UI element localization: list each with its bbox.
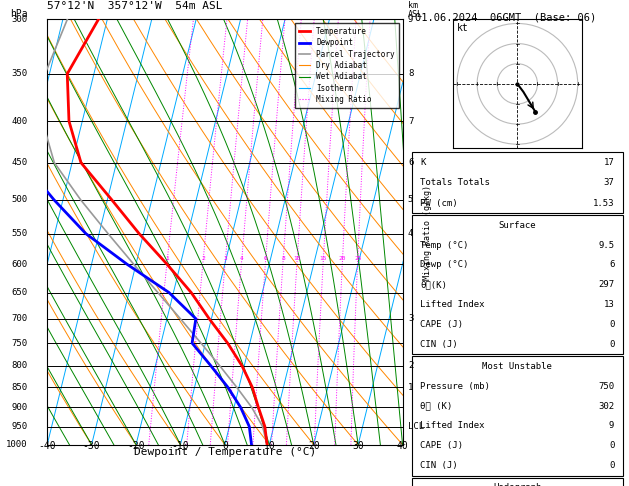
Text: 9.5: 9.5 [598, 241, 615, 250]
Text: 450: 450 [11, 158, 28, 167]
Text: 8: 8 [281, 256, 285, 261]
Text: Temp (°C): Temp (°C) [420, 241, 469, 250]
Text: km
ASL: km ASL [408, 1, 423, 19]
Text: 950: 950 [11, 422, 28, 431]
Text: K: K [420, 158, 426, 167]
Text: -20: -20 [127, 441, 145, 451]
Text: CAPE (J): CAPE (J) [420, 441, 464, 451]
Text: 37: 37 [604, 178, 615, 187]
Text: -10: -10 [172, 441, 189, 451]
Text: 900: 900 [11, 403, 28, 412]
Text: 850: 850 [11, 383, 28, 392]
Text: CIN (J): CIN (J) [420, 340, 458, 349]
Text: 2: 2 [201, 256, 205, 261]
Text: 20: 20 [339, 256, 347, 261]
Text: 800: 800 [11, 362, 28, 370]
Text: 6: 6 [408, 158, 413, 167]
Text: 750: 750 [11, 339, 28, 347]
Text: Lifted Index: Lifted Index [420, 300, 485, 309]
Text: hPa: hPa [10, 9, 28, 19]
Text: 400: 400 [11, 117, 28, 125]
Text: 700: 700 [11, 314, 28, 323]
Text: 9: 9 [609, 421, 615, 431]
Text: 5: 5 [408, 195, 413, 205]
Legend: Temperature, Dewpoint, Parcel Trajectory, Dry Adiabat, Wet Adiabat, Isotherm, Mi: Temperature, Dewpoint, Parcel Trajectory… [295, 23, 399, 107]
Text: LCL: LCL [408, 422, 424, 431]
Text: Hodograph: Hodograph [493, 483, 542, 486]
Text: 6: 6 [264, 256, 267, 261]
Text: Mixing Ratio (g/kg): Mixing Ratio (g/kg) [423, 185, 432, 279]
Text: 57°12'N  357°12'W  54m ASL: 57°12'N 357°12'W 54m ASL [47, 1, 223, 11]
Text: θᴄ (K): θᴄ (K) [420, 401, 453, 411]
Text: 0: 0 [222, 441, 228, 451]
Text: PW (cm): PW (cm) [420, 199, 458, 208]
Text: 0: 0 [609, 441, 615, 451]
Text: 1000: 1000 [6, 440, 28, 449]
Text: Surface: Surface [499, 221, 536, 230]
Text: 3: 3 [224, 256, 228, 261]
Text: 10: 10 [264, 441, 275, 451]
Text: Most Unstable: Most Unstable [482, 362, 552, 371]
Text: 15: 15 [320, 256, 327, 261]
Text: 1: 1 [408, 383, 413, 392]
Text: 2: 2 [408, 362, 413, 370]
Text: 750: 750 [598, 382, 615, 391]
Text: 10: 10 [294, 256, 301, 261]
Text: 8: 8 [408, 69, 413, 78]
X-axis label: Dewpoint / Temperature (°C): Dewpoint / Temperature (°C) [134, 448, 316, 457]
Text: 350: 350 [11, 69, 28, 78]
Text: Lifted Index: Lifted Index [420, 421, 485, 431]
Text: Dewp (°C): Dewp (°C) [420, 260, 469, 269]
Text: -30: -30 [83, 441, 101, 451]
Text: -40: -40 [38, 441, 56, 451]
Text: Pressure (mb): Pressure (mb) [420, 382, 490, 391]
Text: 17: 17 [604, 158, 615, 167]
Text: 302: 302 [598, 401, 615, 411]
Text: 4: 4 [240, 256, 244, 261]
Text: 300: 300 [11, 15, 28, 24]
Text: 1.53: 1.53 [593, 199, 615, 208]
Text: Totals Totals: Totals Totals [420, 178, 490, 187]
Text: θᴄ(K): θᴄ(K) [420, 280, 447, 289]
Text: CAPE (J): CAPE (J) [420, 320, 464, 329]
Text: 0: 0 [609, 461, 615, 470]
Text: 20: 20 [308, 441, 320, 451]
Text: 600: 600 [11, 260, 28, 269]
Text: 4: 4 [408, 229, 413, 238]
Text: 0: 0 [609, 320, 615, 329]
Text: 9: 9 [408, 15, 413, 24]
Text: 650: 650 [11, 288, 28, 297]
Text: 13: 13 [604, 300, 615, 309]
Text: 01.06.2024  06GMT  (Base: 06): 01.06.2024 06GMT (Base: 06) [415, 12, 596, 22]
Text: 1: 1 [165, 256, 169, 261]
Text: 7: 7 [408, 117, 413, 125]
Text: 3: 3 [408, 314, 413, 323]
Text: 25: 25 [354, 256, 362, 261]
Text: 297: 297 [598, 280, 615, 289]
Text: 550: 550 [11, 229, 28, 238]
Text: CIN (J): CIN (J) [420, 461, 458, 470]
Text: kt: kt [457, 23, 469, 34]
Text: 0: 0 [609, 340, 615, 349]
Text: 500: 500 [11, 195, 28, 205]
Text: 30: 30 [352, 441, 364, 451]
Text: 40: 40 [397, 441, 408, 451]
Text: 6: 6 [609, 260, 615, 269]
